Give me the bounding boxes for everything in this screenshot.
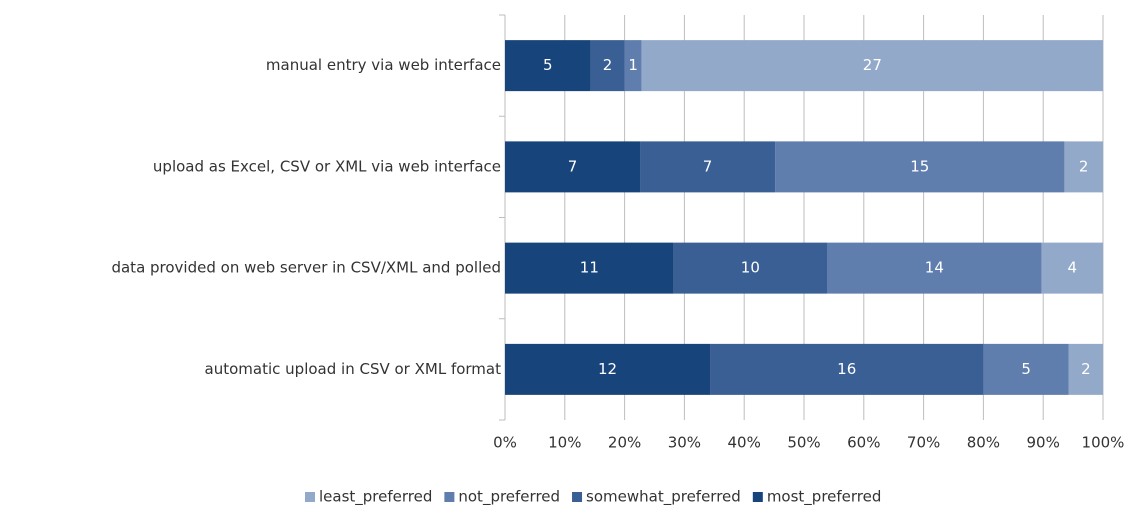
bar-segment (505, 141, 641, 193)
data-label: 15 (910, 157, 929, 175)
x-tick-label: 50% (787, 434, 820, 452)
x-tick-label: 70% (907, 434, 940, 452)
legend-swatch (752, 492, 763, 502)
data-label: 2 (1081, 360, 1091, 378)
x-tick-label: 80% (967, 434, 1000, 452)
data-label: 5 (1021, 360, 1031, 378)
bar-segment (624, 40, 642, 92)
bar-segment (673, 242, 827, 294)
data-label: 2 (603, 56, 613, 74)
bar-segment (983, 343, 1069, 395)
data-label: 4 (1068, 259, 1078, 277)
bar-segment (1064, 141, 1103, 193)
bar-segment (710, 343, 984, 395)
bar-segment (827, 242, 1042, 294)
x-tick-label: 30% (668, 434, 701, 452)
data-label: 5 (543, 56, 553, 74)
y-tick-label: data provided on web server in CSV/XML a… (111, 259, 501, 277)
x-tick-label: 0% (493, 434, 517, 452)
data-label: 7 (568, 157, 578, 175)
bar-segment (1068, 343, 1103, 395)
data-label: 1 (628, 56, 638, 74)
y-tick-label: manual entry via web interface (266, 56, 501, 74)
legend-swatch (444, 492, 455, 502)
bar-segment (590, 40, 625, 92)
y-tick-label: automatic upload in CSV or XML format (205, 360, 502, 378)
bar-segment (640, 141, 776, 193)
x-tick-label: 60% (847, 434, 880, 452)
data-label: 12 (598, 360, 617, 378)
y-tick-label: upload as Excel, CSV or XML via web inte… (153, 157, 501, 175)
bar-segment (775, 141, 1065, 193)
bar-segment (505, 343, 711, 395)
legend-label: least_preferred (319, 488, 432, 507)
x-tick-label: 100% (1082, 434, 1125, 452)
x-tick-label: 10% (548, 434, 581, 452)
data-label: 10 (741, 259, 760, 277)
x-tick-label: 90% (1027, 434, 1060, 452)
x-tick-label: 40% (728, 434, 761, 452)
legend-swatch (305, 492, 315, 502)
x-tick-label: 20% (608, 434, 641, 452)
data-label: 16 (837, 360, 856, 378)
data-label: 2 (1079, 157, 1089, 175)
data-label: 14 (925, 259, 944, 277)
data-label: 7 (703, 157, 713, 175)
legend-swatch (572, 492, 583, 502)
data-label: 27 (863, 56, 882, 74)
legend-label: not_preferred (458, 488, 560, 507)
bar-segment (1041, 242, 1103, 294)
legend-label: somewhat_preferred (586, 488, 741, 507)
legend-label: most_preferred (767, 488, 882, 507)
data-label: 11 (580, 259, 599, 277)
bar-segment (505, 40, 591, 92)
bar-segment (505, 242, 674, 294)
bar-segment (641, 40, 1103, 92)
